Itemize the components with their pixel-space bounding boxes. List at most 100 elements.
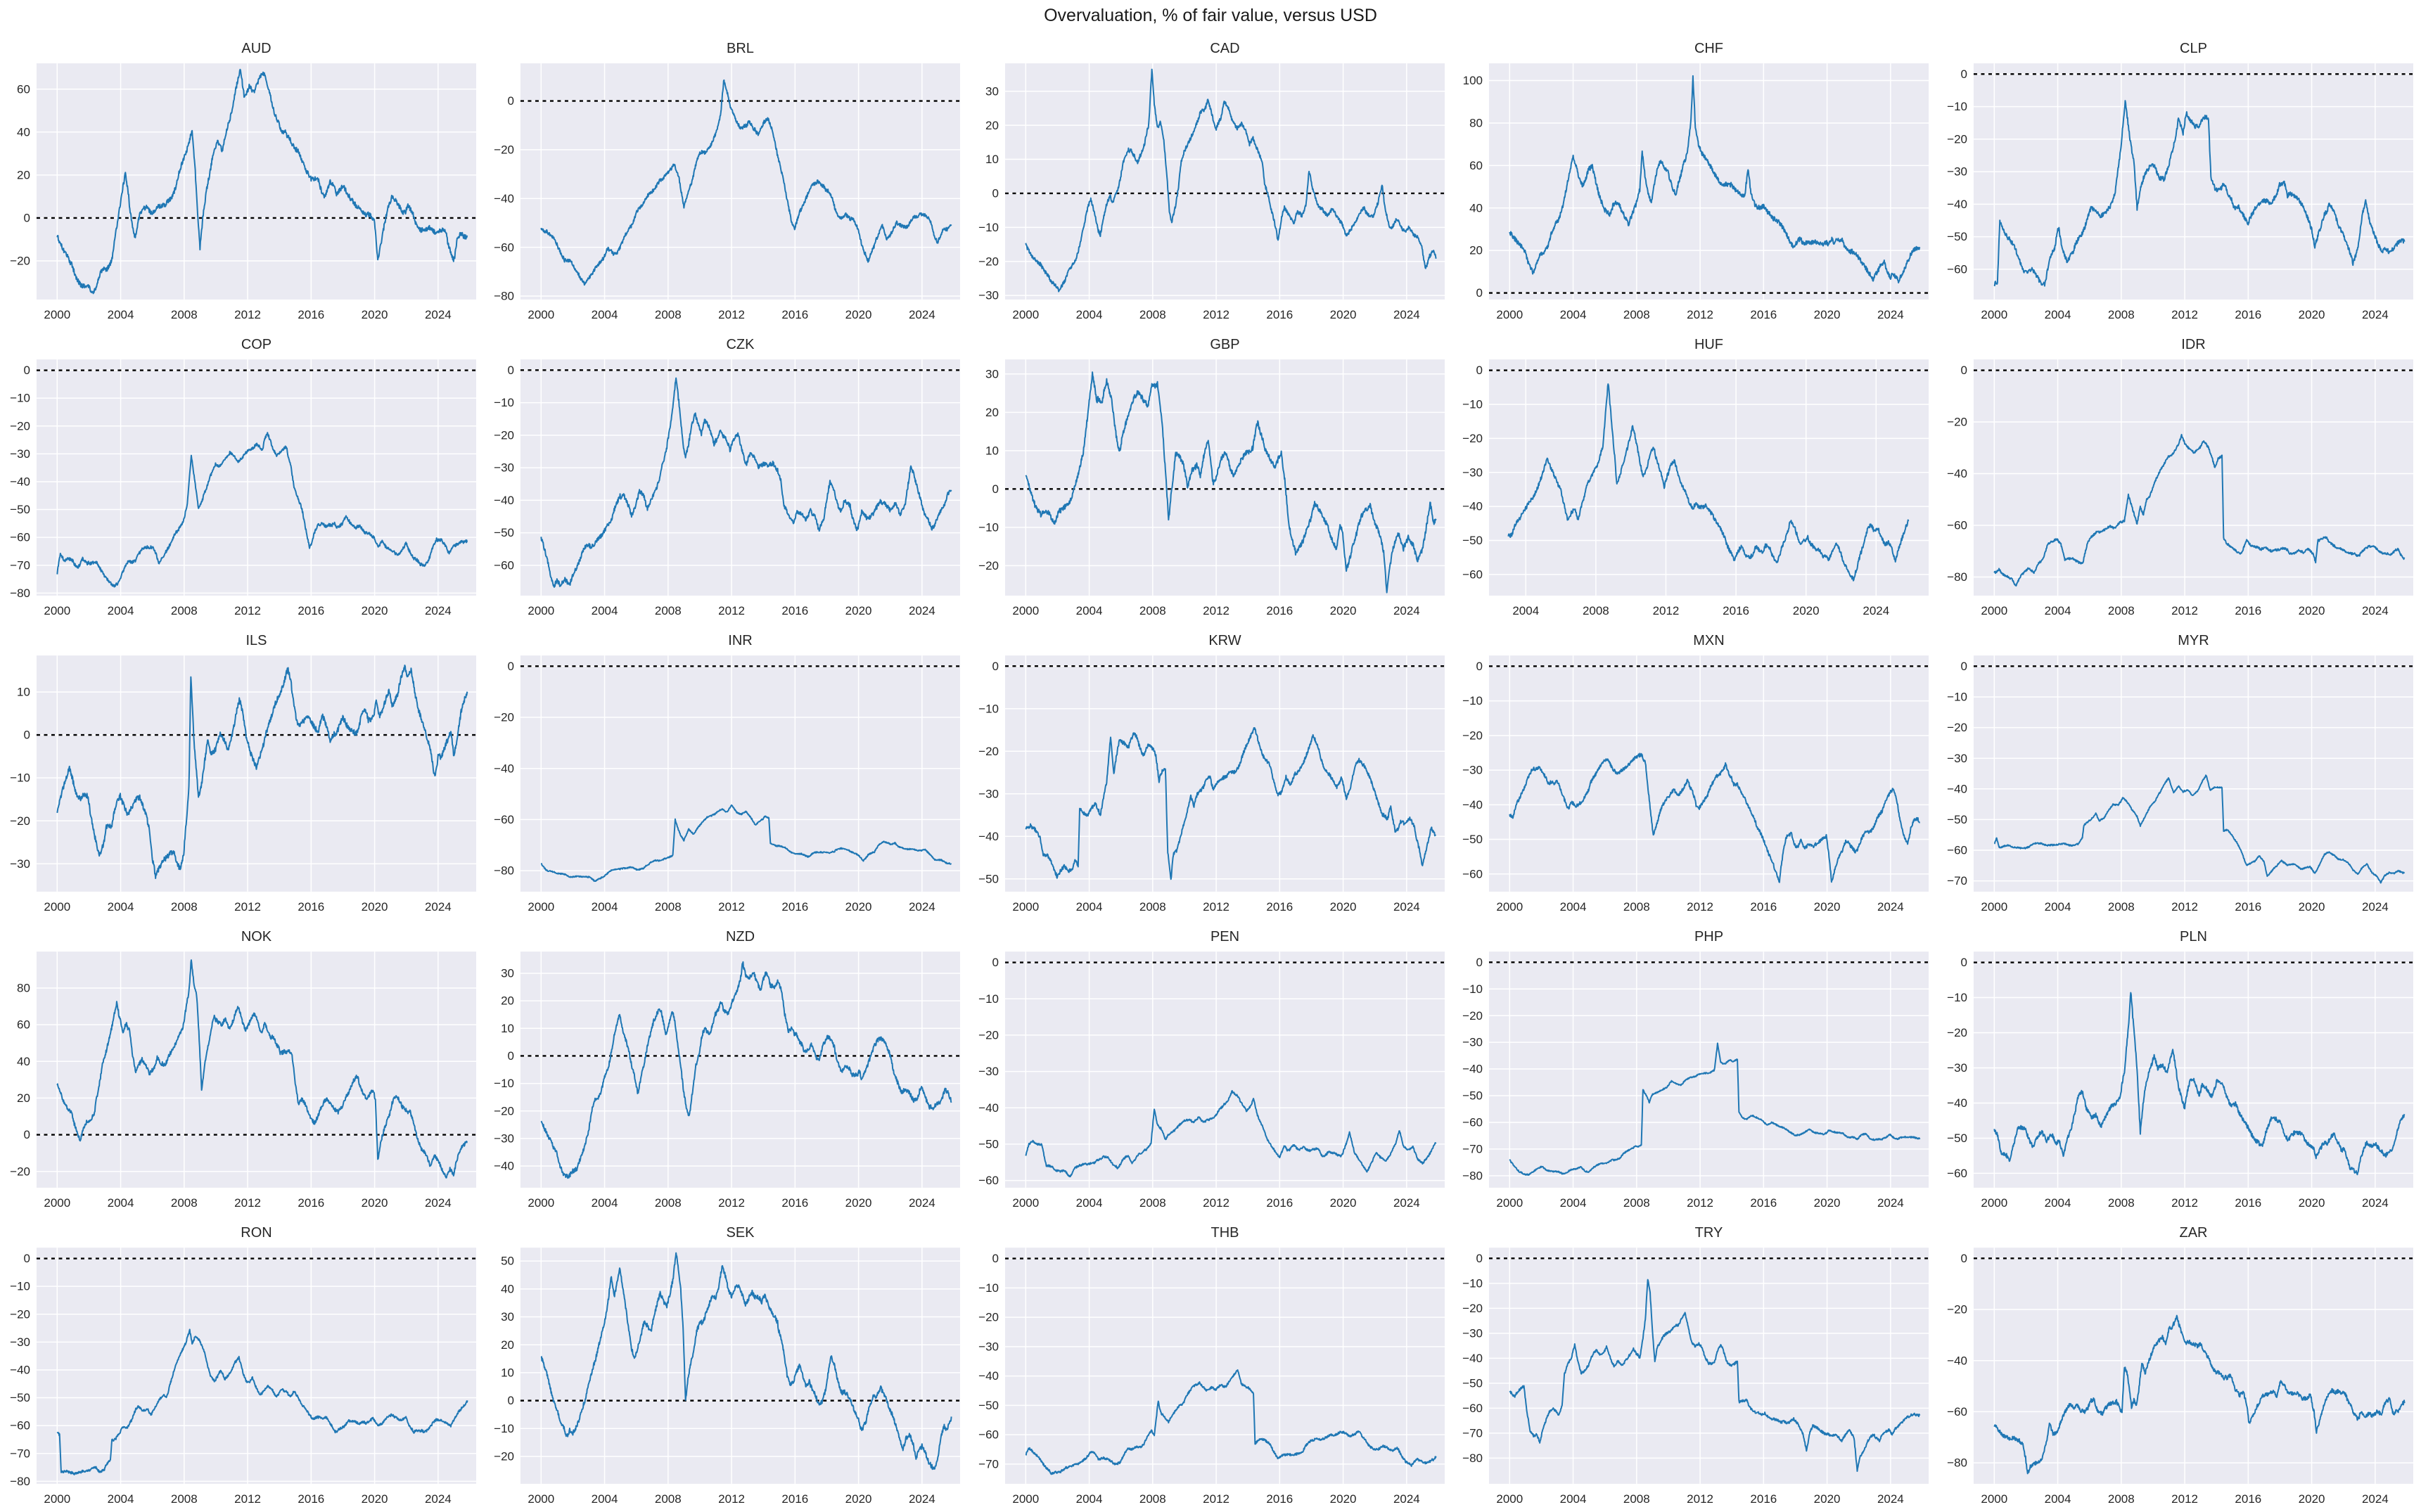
x-tick-label: 2024 — [1393, 900, 1420, 914]
x-tick-label: 2004 — [108, 1196, 134, 1210]
y-tick-label: 30 — [985, 84, 999, 98]
x-tick-label: 2012 — [1203, 900, 1229, 914]
x-tick-label: 2016 — [298, 1196, 324, 1210]
y-tick-label: 0 — [1960, 364, 1967, 377]
chart-try: −80 −70 −60 −50 −40 −30 −20 −10 0 2000 2004 2008 201… — [1462, 1225, 1929, 1506]
y-tick-label: −10 — [10, 392, 30, 405]
subplot-title: RON — [241, 1225, 272, 1241]
y-tick-label: −60 — [1947, 844, 1967, 857]
x-tick-label: 2000 — [1497, 1196, 1523, 1210]
y-tick-label: 0 — [1960, 68, 1967, 81]
x-tick-label: 2016 — [298, 1492, 324, 1506]
subplot-title: CHF — [1694, 41, 1723, 56]
y-tick-label: 0 — [992, 956, 998, 969]
y-tick-label: −30 — [1462, 466, 1483, 479]
plot-background — [36, 1248, 477, 1484]
chart-nok: −20 0 20 40 60 80 2000 2004 2008 2012 2016 2020 2024… — [10, 929, 477, 1210]
subplot-title: MXN — [1693, 633, 1724, 648]
y-tick-label: −10 — [1462, 694, 1483, 707]
x-tick-label: 2020 — [845, 308, 872, 321]
x-tick-label: 2000 — [528, 1492, 555, 1506]
x-tick-label: 2004 — [1075, 1196, 1102, 1210]
x-tick-label: 2016 — [298, 604, 324, 617]
x-tick-label: 2016 — [2235, 1492, 2261, 1506]
y-tick-label: −10 — [1462, 1276, 1483, 1290]
y-tick-label: 0 — [1960, 660, 1967, 673]
x-tick-label: 2024 — [1393, 1196, 1420, 1210]
x-tick-label: 2012 — [1203, 308, 1229, 321]
x-tick-label: 2016 — [1751, 1196, 1777, 1210]
y-tick-label: 10 — [985, 444, 999, 457]
x-tick-label: 2004 — [2044, 900, 2071, 914]
y-tick-label: 20 — [985, 406, 999, 419]
y-tick-label: 20 — [17, 168, 30, 181]
x-tick-label: 2000 — [528, 604, 555, 617]
x-tick-label: 2016 — [782, 900, 809, 914]
x-tick-label: 2000 — [1981, 1492, 2007, 1506]
y-tick-label: 0 — [508, 364, 514, 377]
y-tick-label: −30 — [1947, 1061, 1967, 1075]
x-tick-label: 2000 — [1981, 900, 2007, 914]
data-line-krw — [1025, 726, 1436, 880]
y-tick-label: −70 — [1947, 874, 1967, 888]
plot-background — [36, 359, 477, 596]
y-tick-label: 10 — [501, 1366, 514, 1380]
y-tick-label: 0 — [992, 482, 998, 496]
x-tick-label: 2004 — [2044, 308, 2071, 321]
subplot-title: PEN — [1210, 929, 1239, 944]
x-tick-label: 2008 — [1623, 1196, 1650, 1210]
data-line-czk — [540, 377, 952, 588]
x-tick-label: 2012 — [234, 308, 261, 321]
y-tick-label: −40 — [978, 1369, 999, 1383]
y-tick-label: −50 — [1947, 230, 1967, 243]
y-tick-label: −20 — [494, 143, 515, 157]
x-tick-label: 2004 — [1075, 900, 1102, 914]
chart-clp: −60 −50 −40 −30 −20 −10 0 2000 2004 2008 2012 2016 2… — [1947, 41, 2413, 321]
y-tick-label: −50 — [978, 872, 999, 885]
y-tick-label: −30 — [10, 1335, 30, 1349]
subplot-title: CZK — [727, 337, 755, 352]
y-tick-label: −30 — [978, 1065, 999, 1078]
chart-brl: −80 −60 −40 −20 0 2000 2004 2008 2012 2016 2020 202… — [494, 41, 961, 321]
x-tick-label: 2004 — [592, 308, 618, 321]
y-tick-label: −80 — [1462, 1169, 1483, 1182]
subplot-brl: −80 −60 −40 −20 0 2000 2004 2008 2012 2016 2020 202… — [484, 32, 968, 328]
chart-idr: −80 −60 −40 −20 0 2000 2004 2008 2012 2016 2020 202… — [1947, 337, 2413, 617]
y-tick-label: 30 — [501, 967, 514, 980]
chart-cop: −80 −70 −60 −50 −40 −30 −20 −10 0 2000 2004 2008 201… — [10, 337, 477, 617]
plot-background — [520, 63, 961, 300]
x-tick-label: 2012 — [1203, 1492, 1229, 1506]
y-tick-label: −50 — [1462, 833, 1483, 846]
x-tick-label: 2004 — [108, 308, 134, 321]
plot-background — [1489, 359, 1929, 596]
y-tick-label: −50 — [10, 1391, 30, 1404]
subplot-pen: −60 −50 −40 −30 −20 −10 0 2000 2004 2008 2012 2016 2… — [969, 920, 1452, 1216]
x-tick-label: 2024 — [425, 900, 452, 914]
y-tick-label: 80 — [17, 982, 30, 995]
x-tick-label: 2012 — [1687, 1492, 1713, 1506]
y-tick-label: 0 — [1476, 286, 1483, 300]
x-tick-label: 2000 — [44, 900, 70, 914]
x-tick-label: 2000 — [1012, 308, 1039, 321]
y-tick-label: −80 — [10, 1475, 30, 1488]
y-tick-label: 0 — [992, 1252, 998, 1265]
subplot-ils: −30 −20 −10 0 10 2000 2004 2008 2012 2016 2020 2024… — [0, 624, 484, 920]
x-tick-label: 2008 — [171, 604, 198, 617]
chart-inr: −80 −60 −40 −20 0 2000 2004 2008 2012 2016 2020 202… — [494, 633, 961, 914]
x-tick-label: 2020 — [1814, 308, 1841, 321]
y-tick-label: −40 — [1947, 782, 1967, 795]
y-tick-label: −70 — [10, 1447, 30, 1460]
x-tick-label: 2004 — [2044, 604, 2071, 617]
y-tick-label: −20 — [10, 1165, 30, 1178]
y-tick-label: 10 — [501, 1022, 514, 1035]
plot-background — [1973, 655, 2413, 892]
y-tick-label: −30 — [978, 787, 999, 800]
x-tick-label: 2008 — [1623, 1492, 1650, 1506]
x-tick-label: 2012 — [234, 604, 261, 617]
y-tick-label: −30 — [494, 1132, 515, 1145]
subplot-nok: −20 0 20 40 60 80 2000 2004 2008 2012 2016 2020 2024… — [0, 920, 484, 1216]
plot-background — [1489, 952, 1929, 1188]
x-tick-label: 2000 — [528, 900, 555, 914]
subplot-title: SEK — [727, 1225, 755, 1241]
y-tick-label: −50 — [1462, 1376, 1483, 1390]
